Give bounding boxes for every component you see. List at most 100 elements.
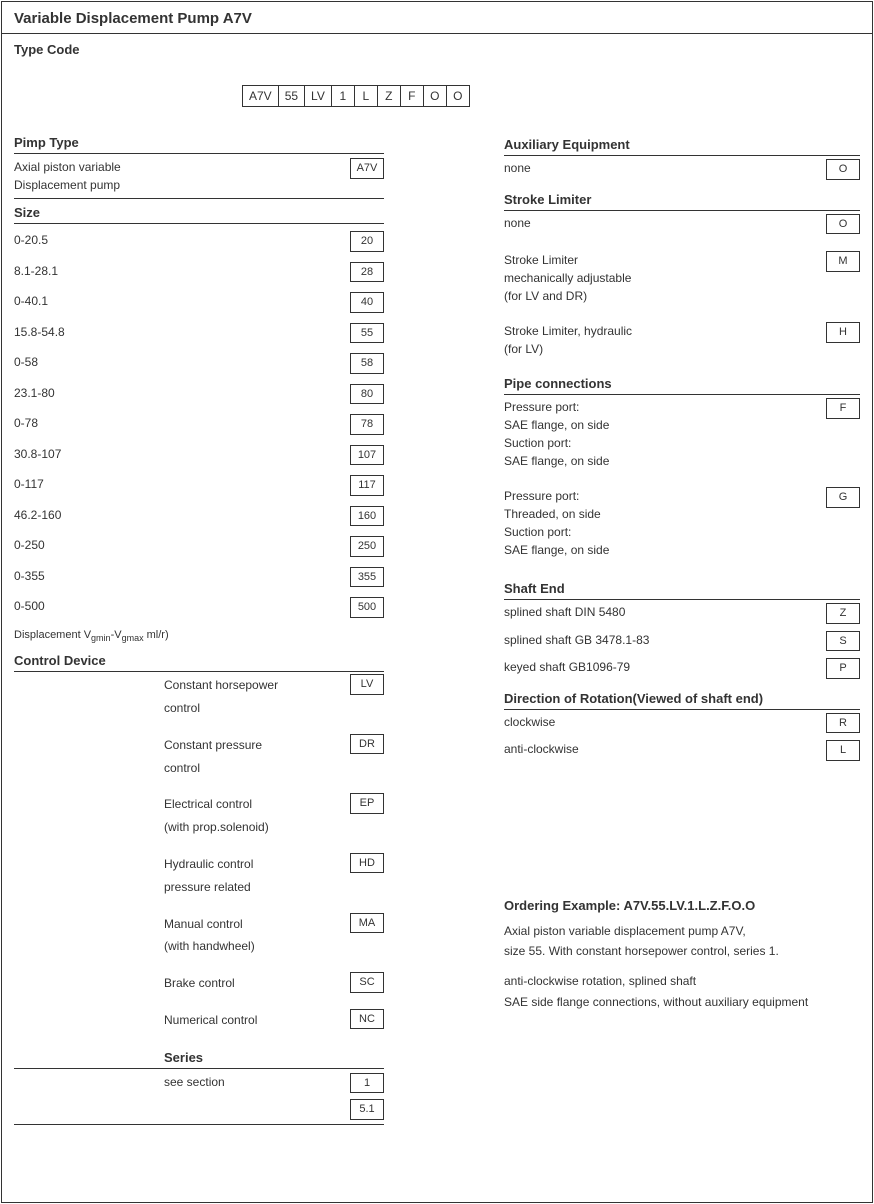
rotation-heading: Direction of Rotation(Viewed of shaft en… — [504, 689, 860, 710]
pump-type-row: Axial piston variable Displacement pump … — [14, 154, 384, 199]
option-label: Pressure port: SAE flange, on side Sucti… — [504, 398, 820, 470]
option-row: Stroke Limiter, hydraulic (for LV) H — [504, 319, 860, 362]
control-row: Manual control (with handwheel)MA — [164, 911, 384, 971]
option-label: splined shaft DIN 5480 — [504, 603, 820, 621]
option-code: R — [826, 713, 860, 734]
aux-row: none O — [504, 156, 860, 184]
series-code: 1 — [350, 1073, 384, 1094]
series-row: see section 1 5.1 — [14, 1068, 384, 1125]
size-row: 0-500500 — [14, 592, 384, 623]
series-code: 5.1 — [350, 1099, 384, 1120]
option-label: Stroke Limiter, hydraulic (for LV) — [504, 322, 820, 358]
control-row: Constant horsepower control LV — [164, 672, 384, 732]
option-row: Stroke Limiter mechanically adjustable (… — [504, 248, 860, 309]
size-row: 0-355355 — [14, 562, 384, 593]
ordering-line: SAE side flange connections, without aux… — [504, 992, 860, 1012]
option-label: splined shaft GB 3478.1-83 — [504, 631, 820, 649]
size-code: 160 — [350, 506, 384, 527]
control-label: Brake control — [164, 972, 344, 995]
ordering-line: Axial piston variable displacement pump … — [504, 921, 860, 941]
option-row: clockwise R — [504, 710, 860, 738]
aux-heading: Auxiliary Equipment — [504, 135, 860, 156]
size-code: 28 — [350, 262, 384, 283]
size-label: 15.8-54.8 — [14, 323, 344, 341]
size-row: 0-20.520 — [14, 226, 384, 257]
code-cell: L — [354, 85, 378, 107]
control-rows: Constant horsepower control LV Constant pr… — [14, 672, 384, 1044]
size-row: 0-58 58 — [14, 348, 384, 379]
ordering-line: anti-clockwise rotation, splined shaft — [504, 971, 860, 991]
size-row: 0-7878 — [14, 409, 384, 440]
option-code: P — [826, 658, 860, 679]
control-code: DR — [350, 734, 384, 755]
option-row: noneO — [504, 211, 860, 239]
code-cell: A7V — [242, 85, 279, 107]
pipe-heading: Pipe connections — [504, 374, 860, 395]
size-code: 250 — [350, 536, 384, 557]
control-code: SC — [350, 972, 384, 993]
size-label: 0-20.5 — [14, 231, 344, 249]
ordering-line: size 55. With constant horsepower contro… — [504, 941, 860, 961]
page: Variable Displacement Pump A7V Type Code… — [1, 1, 873, 1203]
size-code: 55 — [350, 323, 384, 344]
control-row: Hydraulic control pressure related HD — [164, 851, 384, 911]
size-code: 58 — [350, 353, 384, 374]
columns: Pimp Type Axial piston variable Displace… — [2, 129, 872, 1137]
control-code: HD — [350, 853, 384, 874]
size-label: 23.1-80 — [14, 384, 344, 402]
code-cell: F — [400, 85, 424, 107]
size-code: 80 — [350, 384, 384, 405]
left-column: Pimp Type Axial piston variable Displace… — [14, 129, 384, 1125]
size-label: 0-500 — [14, 597, 344, 615]
page-title: Variable Displacement Pump A7V — [2, 2, 872, 34]
size-label: 0-40.1 — [14, 292, 344, 310]
code-cell: 55 — [278, 85, 305, 107]
control-code: NC — [350, 1009, 384, 1030]
option-code: M — [826, 251, 860, 272]
size-label: 0-117 — [14, 475, 344, 493]
code-cell: Z — [377, 85, 401, 107]
aux-code: O — [826, 159, 860, 180]
option-row: splined shaft DIN 5480Z — [504, 600, 860, 628]
size-row: 0-250 250 — [14, 531, 384, 562]
size-code: 40 — [350, 292, 384, 313]
control-code: LV — [350, 674, 384, 695]
pump-type-label: Axial piston variable Displacement pump — [14, 158, 344, 194]
control-code: MA — [350, 913, 384, 934]
ordering-example: Ordering Example: A7V.55.LV.1.L.Z.F.O.O … — [504, 895, 860, 1013]
size-code: 117 — [350, 475, 384, 496]
option-row: Pressure port: Threaded, on side Suction… — [504, 484, 860, 563]
pump-type-code: A7V — [350, 158, 384, 179]
shaft-heading: Shaft End — [504, 579, 860, 600]
size-label: 46.2-160 — [14, 506, 344, 524]
series-label: see section — [164, 1073, 344, 1091]
control-label: Hydraulic control pressure related — [164, 853, 344, 899]
size-row: 8.1-28.128 — [14, 257, 384, 288]
size-label: 0-250 — [14, 536, 344, 554]
size-label: 0-78 — [14, 414, 344, 432]
type-code-strip: A7V 55 LV 1 L Z F O O — [242, 85, 872, 107]
size-label: 30.8-107 — [14, 445, 344, 463]
control-heading: Control Device — [14, 651, 384, 672]
option-label: anti-clockwise — [504, 740, 820, 758]
control-row: Constant pressure controlDR — [164, 732, 384, 792]
option-label: keyed shaft GB1096-79 — [504, 658, 820, 676]
size-row: 46.2-160 160 — [14, 501, 384, 532]
series-heading: Series — [164, 1048, 384, 1068]
control-row: Numerical controlNC — [164, 1007, 384, 1044]
control-label: Electrical control (with prop.solenoid) — [164, 793, 344, 839]
stroke-heading: Stroke Limiter — [504, 190, 860, 211]
option-label: clockwise — [504, 713, 820, 731]
pipe-rows: Pressure port: SAE flange, on side Sucti… — [504, 395, 860, 563]
size-rows: 0-20.5208.1-28.128 0-40.1 40 15.8-54.8 55 0-5… — [14, 224, 384, 623]
code-cell: O — [423, 85, 447, 107]
control-label: Constant horsepower control — [164, 674, 344, 720]
option-row: anti-clockwiseL — [504, 737, 860, 765]
option-label: none — [504, 214, 820, 232]
size-row: 30.8-107107 — [14, 440, 384, 471]
control-code: EP — [350, 793, 384, 814]
option-code: H — [826, 322, 860, 343]
size-heading: Size — [14, 203, 384, 224]
size-label: 0-58 — [14, 353, 344, 371]
pump-type-heading: Pimp Type — [14, 133, 384, 154]
